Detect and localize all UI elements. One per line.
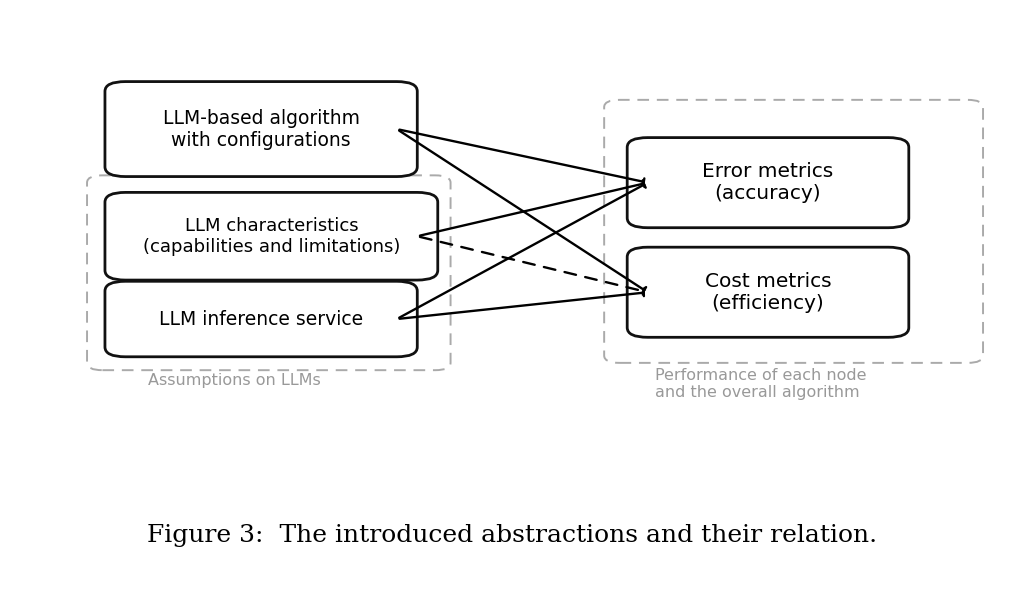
Text: LLM inference service: LLM inference service: [159, 309, 364, 328]
Text: LLM characteristics
(capabilities and limitations): LLM characteristics (capabilities and li…: [142, 217, 400, 255]
FancyBboxPatch shape: [627, 138, 909, 228]
FancyBboxPatch shape: [627, 247, 909, 337]
FancyBboxPatch shape: [104, 81, 418, 176]
Text: Assumptions on LLMs: Assumptions on LLMs: [148, 372, 322, 388]
FancyBboxPatch shape: [105, 192, 438, 280]
Text: Figure 3:  The introduced abstractions and their relation.: Figure 3: The introduced abstractions an…: [146, 524, 878, 546]
Text: Error metrics
(accuracy): Error metrics (accuracy): [702, 162, 834, 203]
Text: LLM-based algorithm
with configurations: LLM-based algorithm with configurations: [163, 109, 359, 150]
FancyBboxPatch shape: [104, 282, 418, 357]
Text: Performance of each node
and the overall algorithm: Performance of each node and the overall…: [655, 368, 867, 400]
Text: Cost metrics
(efficiency): Cost metrics (efficiency): [705, 271, 831, 313]
